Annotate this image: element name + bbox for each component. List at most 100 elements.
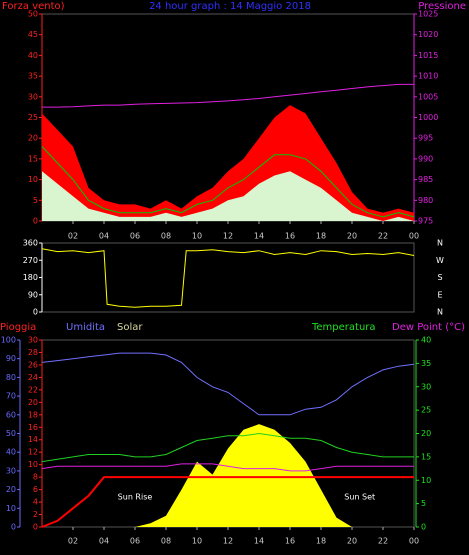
x-tick-label: 10 bbox=[192, 537, 202, 546]
legend-label: Dew Point (°C) bbox=[392, 322, 465, 333]
area bbox=[42, 424, 414, 527]
x-tick-label: 06 bbox=[130, 232, 140, 241]
y2-tick-label: 40 bbox=[421, 336, 431, 345]
y2-tick-label: 20 bbox=[421, 429, 431, 438]
y-tick-label: 45 bbox=[28, 30, 38, 39]
x-tick-label: 18 bbox=[316, 232, 326, 241]
y2-tick-label: W bbox=[436, 256, 444, 265]
y3-tick-label: 2 bbox=[33, 510, 38, 519]
y-tick-label: 10 bbox=[6, 504, 16, 513]
y2-tick-label: S bbox=[437, 273, 442, 282]
y3-tick-label: 8 bbox=[33, 473, 38, 482]
y2-tick-label: 0 bbox=[421, 523, 426, 532]
x-tick-label: 20 bbox=[347, 537, 357, 546]
x-tick-label: 18 bbox=[316, 537, 326, 546]
y3-tick-label: 0 bbox=[33, 523, 38, 532]
y2-tick-label: 1020 bbox=[418, 30, 438, 39]
y2-tick-label: N bbox=[437, 239, 443, 248]
y-tick-label: 80 bbox=[6, 373, 16, 382]
y2-tick-label: 985 bbox=[418, 175, 433, 184]
line bbox=[41, 146, 415, 218]
y-tick-label: 180 bbox=[23, 273, 38, 282]
line bbox=[41, 352, 415, 416]
y3-tick-label: 12 bbox=[28, 448, 38, 457]
y3-tick-label: 24 bbox=[28, 373, 38, 382]
y-tick-label: 360 bbox=[23, 239, 38, 248]
y3-tick-label: 4 bbox=[33, 498, 38, 507]
y-tick-label: 30 bbox=[28, 92, 38, 101]
y-tick-label: 35 bbox=[28, 72, 38, 81]
y2-tick-label: 995 bbox=[418, 134, 433, 143]
legend-label: Temperatura bbox=[311, 322, 376, 333]
x-tick-label: 08 bbox=[161, 232, 171, 241]
x-tick-label: 16 bbox=[285, 537, 295, 546]
y-axis-title: Forza vento) bbox=[2, 1, 65, 12]
legend-label: Solar bbox=[117, 322, 143, 333]
chart-title: 24 hour graph : 14 Maggio 2018 bbox=[149, 1, 311, 12]
y2-tick-label: 5 bbox=[421, 499, 426, 508]
line bbox=[41, 463, 414, 472]
y-tick-label: 50 bbox=[6, 429, 16, 438]
y-tick-label: 90 bbox=[28, 290, 38, 299]
y-tick-label: 50 bbox=[28, 10, 38, 19]
y-tick-label: 60 bbox=[6, 410, 16, 419]
x-tick-label: 06 bbox=[130, 537, 140, 546]
y2-tick-label: 30 bbox=[421, 382, 431, 391]
y-tick-label: 0 bbox=[33, 308, 38, 317]
line bbox=[41, 476, 414, 528]
y2-axis-title: Pressione bbox=[418, 1, 466, 12]
y-tick-label: 0 bbox=[11, 523, 16, 532]
y-tick-label: 100 bbox=[1, 336, 16, 345]
x-tick-label: 14 bbox=[254, 537, 264, 546]
legend-label: Pioggia bbox=[0, 322, 36, 333]
y2-tick-label: 25 bbox=[421, 406, 431, 415]
x-tick-label: 02 bbox=[68, 537, 78, 546]
y2-tick-label: 1015 bbox=[418, 51, 438, 60]
y2-tick-label: 10 bbox=[421, 476, 431, 485]
x-tick-label: 22 bbox=[378, 232, 388, 241]
y2-tick-label: 980 bbox=[418, 196, 433, 205]
y-tick-label: 15 bbox=[28, 154, 38, 163]
y-tick-label: 70 bbox=[6, 392, 16, 401]
x-tick-label: 22 bbox=[378, 537, 388, 546]
y2-tick-label: 15 bbox=[421, 452, 431, 461]
y3-tick-label: 28 bbox=[28, 348, 38, 357]
y-tick-label: 20 bbox=[28, 134, 38, 143]
y-tick-label: 40 bbox=[28, 51, 38, 60]
y-tick-label: 40 bbox=[6, 448, 16, 457]
y-tick-label: 20 bbox=[6, 485, 16, 494]
y3-tick-label: 10 bbox=[28, 460, 38, 469]
annotation: Sun Rise bbox=[118, 493, 153, 502]
y3-tick-label: 16 bbox=[28, 423, 38, 432]
x-tick-label: 04 bbox=[99, 232, 109, 241]
y-tick-label: 5 bbox=[33, 196, 38, 205]
y-tick-label: 270 bbox=[23, 256, 38, 265]
y-tick-label: 0 bbox=[33, 217, 38, 226]
x-tick-label: 10 bbox=[192, 232, 202, 241]
y-tick-label: 25 bbox=[28, 113, 38, 122]
y3-tick-label: 20 bbox=[28, 398, 38, 407]
y2-tick-label: 1010 bbox=[418, 72, 438, 81]
x-tick-label: 00 bbox=[409, 537, 419, 546]
line bbox=[41, 432, 414, 463]
y2-tick-label: N bbox=[437, 308, 443, 317]
y2-tick-label: 35 bbox=[421, 359, 431, 368]
y2-tick-label: 1000 bbox=[418, 113, 438, 122]
line bbox=[42, 83, 414, 108]
x-tick-label: 00 bbox=[409, 232, 419, 241]
y3-tick-label: 26 bbox=[28, 360, 38, 369]
annotation: Sun Set bbox=[344, 493, 375, 502]
x-tick-label: 20 bbox=[347, 232, 357, 241]
y-tick-label: 30 bbox=[6, 466, 16, 475]
y2-tick-label: 1005 bbox=[418, 92, 438, 101]
x-tick-label: 08 bbox=[161, 537, 171, 546]
y3-tick-label: 30 bbox=[28, 336, 38, 345]
y2-tick-label: 975 bbox=[418, 217, 433, 226]
plot-frame bbox=[41, 242, 415, 313]
y3-tick-label: 14 bbox=[28, 435, 38, 444]
legend-label: Umidita bbox=[66, 322, 105, 333]
x-tick-label: 04 bbox=[99, 537, 109, 546]
y-tick-label: 90 bbox=[6, 354, 16, 363]
x-tick-label: 16 bbox=[285, 232, 295, 241]
